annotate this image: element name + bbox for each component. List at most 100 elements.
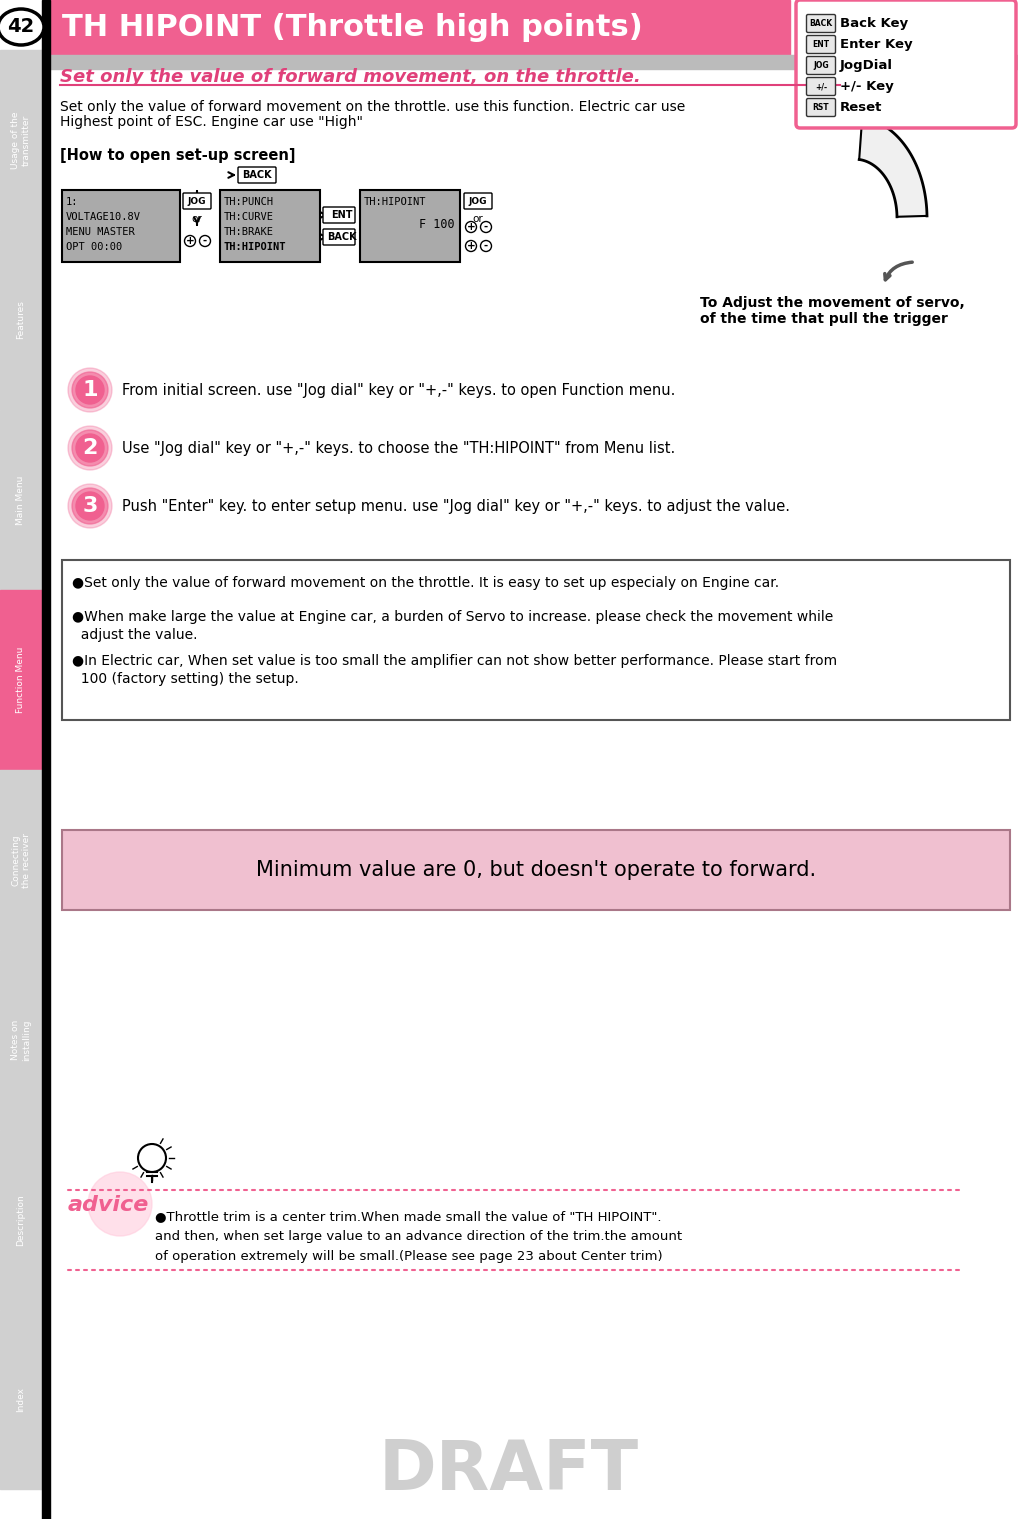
- FancyBboxPatch shape: [806, 56, 836, 74]
- Circle shape: [184, 235, 195, 246]
- Text: Function Menu: Function Menu: [16, 647, 25, 714]
- Text: 2: 2: [82, 437, 98, 459]
- Text: BACK: BACK: [327, 232, 357, 242]
- Text: Highest point of ESC. Engine car use "High": Highest point of ESC. Engine car use "Hi…: [60, 115, 363, 129]
- Text: ●Set only the value of forward movement on the throttle. It is easy to set up es: ●Set only the value of forward movement …: [72, 576, 779, 589]
- Bar: [62, 829, 1010, 910]
- Text: ●In Electric car, When set value is too small the amplifier can not show better : ●In Electric car, When set value is too …: [72, 655, 837, 668]
- Text: Set only the value of forward movement, on the throttle.: Set only the value of forward movement, …: [60, 68, 640, 87]
- Text: and then, when set large value to an advance direction of the trim.the amount: and then, when set large value to an adv…: [155, 1230, 682, 1243]
- Text: VOLTAGE10.8V: VOLTAGE10.8V: [66, 213, 142, 222]
- Text: ENT: ENT: [812, 39, 830, 49]
- Text: +/-: +/-: [815, 82, 827, 91]
- Circle shape: [76, 377, 104, 404]
- FancyBboxPatch shape: [183, 193, 211, 210]
- Text: Main Menu: Main Menu: [16, 475, 25, 524]
- Text: BACK: BACK: [242, 170, 272, 179]
- FancyBboxPatch shape: [323, 229, 355, 245]
- Text: OPT 00:00: OPT 00:00: [66, 242, 122, 252]
- Text: TH:CURVE: TH:CURVE: [224, 213, 274, 222]
- Text: Use "Jog dial" key or "+,-" keys. to choose the "TH:HIPOINT" from Menu list.: Use "Jog dial" key or "+,-" keys. to cho…: [122, 441, 675, 456]
- Text: F 100: F 100: [419, 219, 455, 231]
- Text: Minimum value are 0, but doesn't operate to forward.: Minimum value are 0, but doesn't operate…: [256, 860, 816, 880]
- Text: 3: 3: [82, 497, 98, 516]
- Text: To Adjust the movement of servo,
of the time that pull the trigger: To Adjust the movement of servo, of the …: [700, 296, 965, 327]
- Text: advice: advice: [68, 1195, 150, 1215]
- Text: Usage of the
transmitter: Usage of the transmitter: [11, 111, 31, 169]
- Bar: [42, 0, 50, 1519]
- Circle shape: [72, 372, 108, 409]
- Text: RST: RST: [812, 103, 830, 112]
- Text: +/- Key: +/- Key: [840, 81, 894, 93]
- Circle shape: [200, 235, 211, 246]
- Text: 1: 1: [82, 380, 98, 399]
- Bar: [50, 0, 790, 55]
- Bar: [0, 50, 42, 229]
- Text: -: -: [484, 242, 488, 251]
- Circle shape: [68, 485, 112, 529]
- FancyBboxPatch shape: [806, 77, 836, 96]
- Text: 42: 42: [7, 18, 35, 36]
- Circle shape: [72, 488, 108, 524]
- Text: TH:HIPOINT: TH:HIPOINT: [364, 197, 427, 207]
- Circle shape: [68, 425, 112, 469]
- Text: Back Key: Back Key: [840, 17, 908, 30]
- Circle shape: [76, 492, 104, 519]
- Polygon shape: [859, 117, 927, 217]
- Bar: [50, 55, 1018, 68]
- Text: TH:PUNCH: TH:PUNCH: [224, 197, 274, 207]
- Text: of operation extremely will be small.(Please see page 23 about Center trim): of operation extremely will be small.(Pl…: [155, 1250, 663, 1262]
- Text: Set only the value of forward movement on the throttle. use this function. Elect: Set only the value of forward movement o…: [60, 100, 685, 114]
- Text: Push "Enter" key. to enter setup menu. use "Jog dial" key or "+,-" keys. to adju: Push "Enter" key. to enter setup menu. u…: [122, 498, 790, 513]
- Text: TH:BRAKE: TH:BRAKE: [224, 226, 274, 237]
- Text: +: +: [466, 222, 475, 232]
- Text: Notes on
installing: Notes on installing: [11, 1019, 31, 1060]
- FancyBboxPatch shape: [323, 207, 355, 223]
- Text: or: or: [191, 214, 203, 223]
- FancyBboxPatch shape: [806, 99, 836, 117]
- Bar: [0, 1130, 42, 1309]
- Circle shape: [72, 430, 108, 466]
- Text: or: or: [472, 214, 484, 223]
- Text: From initial screen. use "Jog dial" key or "+,-" keys. to open Function menu.: From initial screen. use "Jog dial" key …: [122, 383, 675, 398]
- Text: 1:: 1:: [66, 197, 78, 207]
- Ellipse shape: [0, 9, 44, 46]
- Text: adjust the value.: adjust the value.: [72, 627, 197, 643]
- Circle shape: [76, 434, 104, 462]
- Text: JOG: JOG: [468, 196, 488, 205]
- Text: Reset: Reset: [840, 100, 883, 114]
- Text: BACK: BACK: [809, 20, 833, 27]
- Text: [How to open set-up screen]: [How to open set-up screen]: [60, 147, 295, 163]
- Bar: [62, 190, 180, 261]
- Text: Index: Index: [16, 1387, 25, 1413]
- Text: -: -: [484, 222, 488, 232]
- Text: MENU MASTER: MENU MASTER: [66, 226, 134, 237]
- Bar: [0, 770, 42, 949]
- Circle shape: [480, 222, 492, 232]
- Circle shape: [465, 222, 476, 232]
- Circle shape: [68, 368, 112, 412]
- Text: TH:HIPOINT: TH:HIPOINT: [224, 242, 286, 252]
- Circle shape: [480, 240, 492, 252]
- Text: JogDial: JogDial: [840, 59, 893, 71]
- Text: Description: Description: [16, 1194, 25, 1246]
- Text: ●When make large the value at Engine car, a burden of Servo to increase. please : ●When make large the value at Engine car…: [72, 611, 834, 624]
- FancyBboxPatch shape: [464, 193, 492, 210]
- Text: +: +: [466, 242, 475, 251]
- Text: +: +: [185, 235, 194, 246]
- Text: 100 (factory setting) the setup.: 100 (factory setting) the setup.: [72, 671, 298, 687]
- Bar: [0, 589, 42, 769]
- Text: Connecting
the receiver: Connecting the receiver: [11, 832, 31, 887]
- Text: JOG: JOG: [813, 61, 829, 70]
- Bar: [220, 190, 320, 261]
- Text: ENT: ENT: [331, 210, 353, 220]
- FancyBboxPatch shape: [238, 167, 276, 182]
- Text: ●Throttle trim is a center trim.When made small the value of "TH HIPOINT".: ●Throttle trim is a center trim.When mad…: [155, 1211, 662, 1223]
- Bar: [360, 190, 460, 261]
- Bar: [62, 561, 1010, 720]
- Circle shape: [88, 1173, 152, 1236]
- Bar: [0, 229, 42, 409]
- Text: TH HIPOINT (Throttle high points): TH HIPOINT (Throttle high points): [62, 14, 642, 43]
- Text: DRAFT: DRAFT: [379, 1437, 639, 1504]
- Circle shape: [465, 240, 476, 252]
